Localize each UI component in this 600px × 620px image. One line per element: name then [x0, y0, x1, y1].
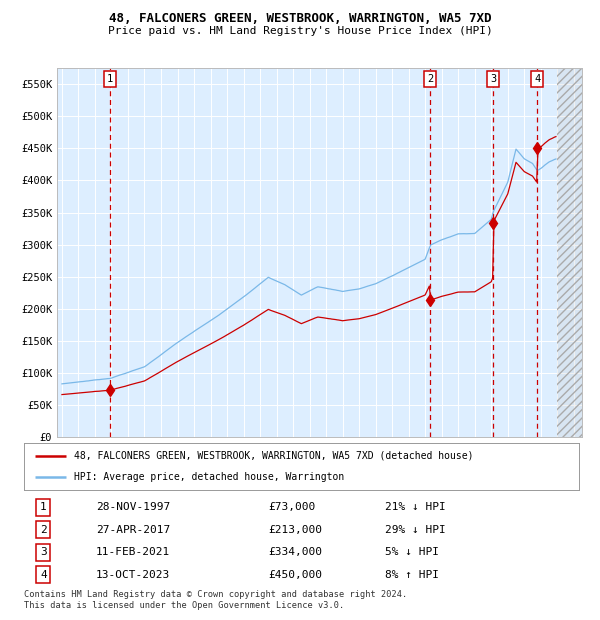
Text: 27-APR-2017: 27-APR-2017 — [96, 525, 170, 534]
Bar — [557, 68, 582, 437]
Text: £213,000: £213,000 — [268, 525, 322, 534]
Text: 29% ↓ HPI: 29% ↓ HPI — [385, 525, 445, 534]
Text: 13-OCT-2023: 13-OCT-2023 — [96, 570, 170, 580]
Text: 48, FALCONERS GREEN, WESTBROOK, WARRINGTON, WA5 7XD: 48, FALCONERS GREEN, WESTBROOK, WARRINGT… — [109, 12, 491, 25]
Text: HPI: Average price, detached house, Warrington: HPI: Average price, detached house, Warr… — [74, 472, 344, 482]
Text: 5% ↓ HPI: 5% ↓ HPI — [385, 547, 439, 557]
Text: Contains HM Land Registry data © Crown copyright and database right 2024.
This d: Contains HM Land Registry data © Crown c… — [24, 590, 407, 609]
Text: £334,000: £334,000 — [268, 547, 322, 557]
Bar — [557, 68, 582, 437]
Text: 11-FEB-2021: 11-FEB-2021 — [96, 547, 170, 557]
Text: 1: 1 — [40, 502, 47, 512]
Text: 4: 4 — [40, 570, 47, 580]
Text: £73,000: £73,000 — [268, 502, 316, 512]
Text: 21% ↓ HPI: 21% ↓ HPI — [385, 502, 445, 512]
Text: 3: 3 — [40, 547, 47, 557]
Text: 48, FALCONERS GREEN, WESTBROOK, WARRINGTON, WA5 7XD (detached house): 48, FALCONERS GREEN, WESTBROOK, WARRINGT… — [74, 451, 473, 461]
Text: 2: 2 — [40, 525, 47, 534]
Text: 4: 4 — [534, 74, 541, 84]
Text: Price paid vs. HM Land Registry's House Price Index (HPI): Price paid vs. HM Land Registry's House … — [107, 26, 493, 36]
Text: 8% ↑ HPI: 8% ↑ HPI — [385, 570, 439, 580]
Text: 2: 2 — [427, 74, 434, 84]
Text: £450,000: £450,000 — [268, 570, 322, 580]
Text: 28-NOV-1997: 28-NOV-1997 — [96, 502, 170, 512]
Text: 3: 3 — [490, 74, 496, 84]
Text: 1: 1 — [107, 74, 113, 84]
